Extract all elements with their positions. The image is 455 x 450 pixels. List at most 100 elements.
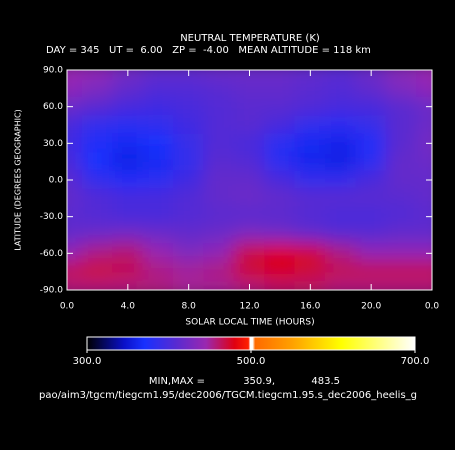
heatmap-cell xyxy=(142,70,174,80)
heatmap-cell xyxy=(385,188,418,208)
heatmap-cell xyxy=(325,78,357,98)
heatmap-cell xyxy=(355,97,387,117)
minmax-label: MIN,MAX = xyxy=(149,376,205,387)
heatmap-cell xyxy=(67,262,83,282)
heatmap-cell xyxy=(172,97,205,117)
heatmap-cell xyxy=(233,152,266,172)
heatmap-cell xyxy=(416,243,432,263)
heatmap-cell xyxy=(142,225,174,245)
heatmap-cell xyxy=(203,280,235,290)
heatmap-cell xyxy=(203,115,235,135)
heatmap-cell xyxy=(67,225,83,245)
heatmap-cell xyxy=(81,262,114,282)
heatmap-cell xyxy=(264,78,296,98)
heatmap-cell xyxy=(355,207,387,227)
y-tick-label: 90.0 xyxy=(43,66,63,76)
heatmap-cell xyxy=(67,207,83,227)
heatmap-cell xyxy=(294,207,327,227)
x-tick-label: 4.0 xyxy=(121,302,136,312)
heatmap-cell xyxy=(112,78,144,98)
heatmap-cell xyxy=(264,152,296,172)
chart-subtitle: DAY = 345 UT = 6.00 ZP = -4.00 MEAN ALTI… xyxy=(46,45,371,56)
heatmap-cell xyxy=(264,243,296,263)
heatmap-cell xyxy=(416,152,432,172)
heatmap-cell xyxy=(264,188,296,208)
heatmap-cell xyxy=(203,78,235,98)
heatmap-cell xyxy=(325,225,357,245)
heatmap-cell xyxy=(112,262,144,282)
heatmap-cell xyxy=(325,188,357,208)
heatmap-cell xyxy=(294,243,327,263)
heatmap-cell xyxy=(325,152,357,172)
heatmap-cell xyxy=(385,170,418,190)
x-tick-label: 0.0 xyxy=(425,302,440,312)
heatmap-cell xyxy=(142,97,174,117)
heatmap-cell xyxy=(233,78,266,98)
chart-title: NEUTRAL TEMPERATURE (K) xyxy=(180,33,320,44)
heatmap-cell xyxy=(142,188,174,208)
heatmap-cell xyxy=(385,243,418,263)
heatmap-cell xyxy=(264,133,296,153)
heatmap-cell xyxy=(294,78,327,98)
heatmap-cell xyxy=(172,243,205,263)
heatmap-cell xyxy=(264,280,296,290)
heatmap-cell xyxy=(172,262,205,282)
heatmap-cell xyxy=(233,262,266,282)
x-axis-label: SOLAR LOCAL TIME (HOURS) xyxy=(185,318,314,328)
heatmap-cell xyxy=(112,207,144,227)
heatmap-cell xyxy=(112,152,144,172)
heatmap-cell xyxy=(142,78,174,98)
heatmap-cell xyxy=(172,225,205,245)
heatmap-cell xyxy=(67,115,83,135)
heatmap-cell xyxy=(325,70,357,80)
heatmap-cell xyxy=(355,243,387,263)
heatmap-cell xyxy=(294,262,327,282)
y-tick-label: 60.0 xyxy=(43,102,63,112)
heatmap-cell xyxy=(142,170,174,190)
heatmap-cell xyxy=(142,115,174,135)
colorbar-tick-label: 500.0 xyxy=(237,356,266,367)
heatmap-cell xyxy=(385,225,418,245)
heatmap-cell xyxy=(67,280,83,290)
y-tick-label: -90.0 xyxy=(40,286,64,296)
heatmap-cell xyxy=(172,207,205,227)
heatmap-cell xyxy=(203,207,235,227)
heatmap-cell xyxy=(355,225,387,245)
heatmap-cell xyxy=(416,97,432,117)
heatmap-cell xyxy=(325,280,357,290)
heatmap-cell xyxy=(294,225,327,245)
heatmap-cell xyxy=(81,170,114,190)
heatmap-cell xyxy=(355,133,387,153)
heatmap-cell xyxy=(81,243,114,263)
heatmap-cell xyxy=(81,78,114,98)
colorbar xyxy=(86,336,416,351)
heatmap-cell xyxy=(142,280,174,290)
heatmap-cell xyxy=(203,262,235,282)
heatmap-cell xyxy=(112,243,144,263)
heatmap-cell xyxy=(172,115,205,135)
heatmap-cell xyxy=(385,207,418,227)
heatmap-cell xyxy=(355,170,387,190)
heatmap-cell xyxy=(112,133,144,153)
x-tick-label: 12.0 xyxy=(239,302,259,312)
heatmap-cell xyxy=(112,97,144,117)
heatmap-cell xyxy=(294,115,327,135)
heatmap-cell xyxy=(385,280,418,290)
heatmap-cell xyxy=(172,78,205,98)
heatmap-cell xyxy=(112,170,144,190)
heatmap-cell xyxy=(172,133,205,153)
heatmap-cell xyxy=(233,115,266,135)
heatmap-cell xyxy=(416,280,432,290)
heatmap-cell xyxy=(203,97,235,117)
heatmap-cell xyxy=(325,170,357,190)
heatmap-cell xyxy=(142,262,174,282)
heatmap-cell xyxy=(172,188,205,208)
heatmap-cell xyxy=(112,115,144,135)
heatmap-cell xyxy=(355,152,387,172)
heatmap-cell xyxy=(385,115,418,135)
heatmap-cell xyxy=(385,97,418,117)
heatmap-cell xyxy=(325,115,357,135)
x-tick-label: 20.0 xyxy=(361,302,381,312)
heatmap-cell xyxy=(172,152,205,172)
heatmap-cell xyxy=(416,70,432,80)
